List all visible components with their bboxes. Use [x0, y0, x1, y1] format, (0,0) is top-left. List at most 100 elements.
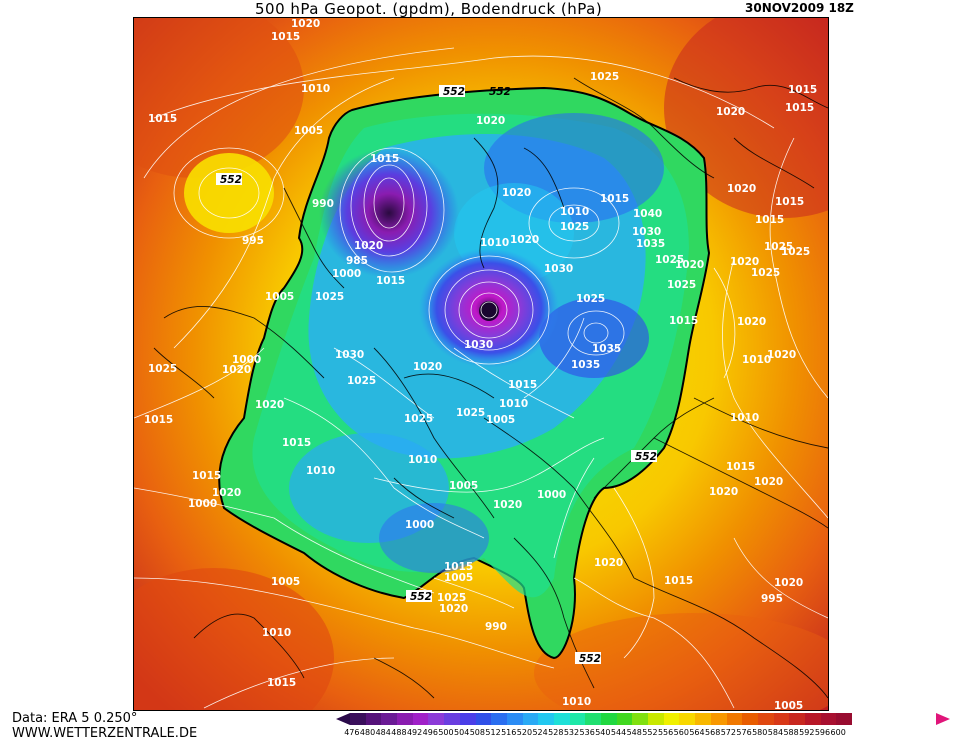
pressure-label: 1010: [408, 454, 437, 466]
legend-swatch: [758, 713, 774, 725]
legend-tick-label: 504: [454, 728, 470, 737]
legend-right-arrow: [936, 713, 950, 725]
legend-swatch: [523, 713, 539, 725]
legend-tick-label: 592: [799, 728, 815, 737]
footer: Data: ERA 5 0.250° WWW.WETTERZENTRALE.DE: [12, 711, 197, 741]
pressure-label: 1005: [265, 291, 294, 303]
pressure-label: 1020: [675, 259, 704, 271]
legend-swatch: [774, 713, 790, 725]
pressure-label: 1015: [664, 575, 693, 587]
pressure-label: 1030: [464, 339, 493, 351]
legend-swatch: [397, 713, 413, 725]
legend-swatch: [428, 713, 444, 725]
pressure-label: 1010: [730, 412, 759, 424]
legend-tick-label: 560: [673, 728, 689, 737]
legend-tick-label: 532: [564, 728, 580, 737]
pressure-label: 1025: [576, 293, 605, 305]
pressure-label: 1015: [508, 379, 537, 391]
legend-tick-label: 564: [689, 728, 705, 737]
pressure-label: 1020: [754, 476, 783, 488]
legend-swatch: [507, 713, 523, 725]
pressure-label: 1005: [449, 480, 478, 492]
pressure-label: 1035: [636, 238, 665, 250]
weather-map: 552 552 552 552 552 1015 1020 1010 1015 1005…: [133, 17, 829, 711]
pressure-label: 1020: [502, 187, 531, 199]
pressure-label: 1010: [562, 696, 591, 708]
legend-swatch: [570, 713, 586, 725]
pressure-label: 1020: [222, 364, 251, 376]
legend-swatch: [476, 713, 492, 725]
legend-swatch: [695, 713, 711, 725]
legend-tick-label: 584: [768, 728, 784, 737]
pressure-label: 1020: [413, 361, 442, 373]
legend-swatch: [789, 713, 805, 725]
pressure-label: 1020: [774, 577, 803, 589]
legend-tick-label: 476: [344, 728, 360, 737]
website-label: WWW.WETTERZENTRALE.DE: [12, 726, 197, 741]
pressure-label: 1000: [537, 489, 566, 501]
pressure-label: 1005: [271, 576, 300, 588]
pressure-label: 995: [242, 235, 264, 247]
pressure-label: 990: [312, 198, 334, 210]
pressure-label: 1015: [376, 275, 405, 287]
legend-tick-label: 536: [579, 728, 595, 737]
legend-swatch: [648, 713, 664, 725]
legend-tick-label: 552: [642, 728, 658, 737]
legend-tick-label: 576: [736, 728, 752, 737]
pressure-label: 1020: [737, 316, 766, 328]
legend-tick-label: 588: [783, 728, 799, 737]
pressure-label: 1005: [774, 700, 803, 710]
legend-swatch: [381, 713, 397, 725]
legend-swatch: [664, 713, 680, 725]
pressure-label: 1000: [332, 268, 361, 280]
pressure-label: 1010: [262, 627, 291, 639]
legend-swatch: [491, 713, 507, 725]
svg-text:552: 552: [579, 653, 601, 665]
pressure-label: 1015: [148, 113, 177, 125]
pressure-label: 1015: [370, 153, 399, 165]
legend-swatch: [601, 713, 617, 725]
legend-swatch: [350, 713, 366, 725]
legend-tick-label: 488: [391, 728, 407, 737]
pressure-label: 1010: [480, 237, 509, 249]
pressure-label: 1025: [781, 246, 810, 258]
legend-swatch: [366, 713, 382, 725]
pressure-label: 1020: [493, 499, 522, 511]
legend-swatch: [821, 713, 837, 725]
pressure-label: 1015: [192, 470, 221, 482]
pressure-label: 1020: [255, 399, 284, 411]
svg-text:552: 552: [220, 174, 242, 186]
pressure-label: 985: [346, 255, 368, 267]
legend-tick-label: 540: [595, 728, 611, 737]
legend-tick-label: 524: [532, 728, 548, 737]
pressure-label: 1015: [271, 31, 300, 43]
pressure-label: 1025: [667, 279, 696, 291]
legend-left-arrow: [336, 713, 350, 725]
legend-swatches: [350, 713, 852, 725]
legend-tick-label: 520: [517, 728, 533, 737]
pressure-label: 1030: [544, 263, 573, 275]
pressure-label: 1015: [755, 214, 784, 226]
pressure-label: 1020: [767, 349, 796, 361]
pressure-label: 1025: [590, 71, 619, 83]
legend-tick-label: 512: [485, 728, 501, 737]
legend-swatch: [585, 713, 601, 725]
pressure-label: 1035: [592, 343, 621, 355]
pressure-label: 1025: [347, 375, 376, 387]
pressure-label: 1025: [456, 407, 485, 419]
legend-swatch: [444, 713, 460, 725]
pressure-label: 1015: [267, 677, 296, 689]
pressure-label: 1035: [571, 359, 600, 371]
svg-text:552: 552: [410, 591, 432, 603]
data-source-label: Data: ERA 5 0.250°: [12, 711, 197, 726]
pressure-label: 1005: [486, 414, 515, 426]
legend-swatch: [460, 713, 476, 725]
legend-swatch: [805, 713, 821, 725]
pressure-label: 1025: [404, 413, 433, 425]
pressure-label: 1020: [510, 234, 539, 246]
pressure-label: 1010: [301, 83, 330, 95]
legend-tick-label: 596: [815, 728, 831, 737]
pressure-label: 1025: [560, 221, 589, 233]
pressure-label: 1020: [476, 115, 505, 127]
pressure-label: 1025: [148, 363, 177, 375]
